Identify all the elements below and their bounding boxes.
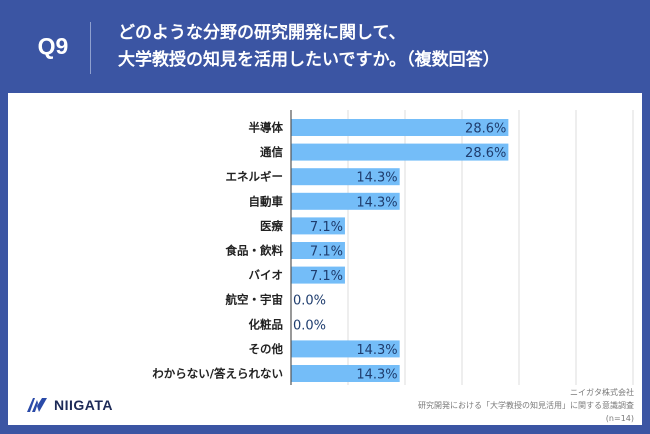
bar (291, 119, 509, 136)
category-label: エネルギー (226, 170, 284, 184)
logo-text: NIIGATA (54, 397, 113, 413)
bar (291, 217, 345, 235)
category-label: 半導体 (249, 121, 284, 135)
value-label: 7.1% (310, 220, 343, 235)
source-sample-size: (n=14) (605, 414, 634, 423)
question-title-line2: 大学教授の知見を活用したいですか。（複数回答） (118, 50, 500, 70)
question-title-line1: どのような分野の研究開発に関して、 (118, 23, 406, 43)
source-company: ニイガタ株式会社 (570, 388, 634, 397)
bars (291, 119, 509, 382)
value-label: 14.3% (356, 171, 397, 186)
bar (291, 365, 400, 382)
value-label: 7.1% (310, 269, 343, 284)
bar (291, 143, 509, 161)
value-label: 0.0% (293, 318, 326, 333)
question-title: どのような分野の研究開発に関して、 大学教授の知見を活用したいですか。（複数回答… (118, 20, 500, 74)
category-label: その他 (249, 342, 284, 356)
bar (291, 168, 400, 186)
value-label: 28.6% (465, 146, 506, 161)
category-label: 医療 (260, 219, 283, 233)
category-label: 航空・宇宙 (226, 293, 284, 307)
category-label: 食品・飲料 (226, 244, 284, 258)
value-label: 7.1% (310, 245, 343, 260)
category-label: わからない/答えられない (152, 367, 283, 381)
value-label: 14.3% (356, 195, 397, 210)
header-divider (90, 22, 91, 74)
category-label: 化粧品 (249, 317, 284, 331)
niigata-logo-icon (27, 398, 47, 412)
category-label: 自動車 (249, 194, 284, 208)
category-label: 通信 (260, 145, 283, 159)
source-survey: 研究開発における「大学教授の知見活用」に関する意識調査 (418, 401, 634, 410)
value-label: 28.6% (465, 122, 506, 137)
bar (291, 340, 400, 358)
header: Q9 どのような分野の研究開発に関して、 大学教授の知見を活用したいですか。（複… (0, 0, 650, 93)
category-label: バイオ (249, 268, 284, 282)
bar (291, 242, 345, 259)
logo: NIIGATA (26, 397, 113, 413)
source-note: ニイガタ株式会社 研究開発における「大学教授の知見活用」に関する意識調査 (n=… (418, 386, 634, 425)
bar (291, 266, 345, 284)
category-labels: 半導体通信エネルギー自動車医療食品・飲料バイオ航空・宇宙化粧品その他わからない/… (152, 121, 283, 381)
value-label: 14.3% (356, 343, 397, 358)
question-number: Q9 (37, 33, 69, 59)
bar (291, 192, 400, 210)
value-label: 14.3% (356, 368, 397, 383)
value-label: 0.0% (293, 294, 326, 309)
value-labels: 28.6% 28.6% 14.3% 14.3% 7.1% 7.1% 7.1% 0.0% 0.0%… (293, 122, 506, 383)
